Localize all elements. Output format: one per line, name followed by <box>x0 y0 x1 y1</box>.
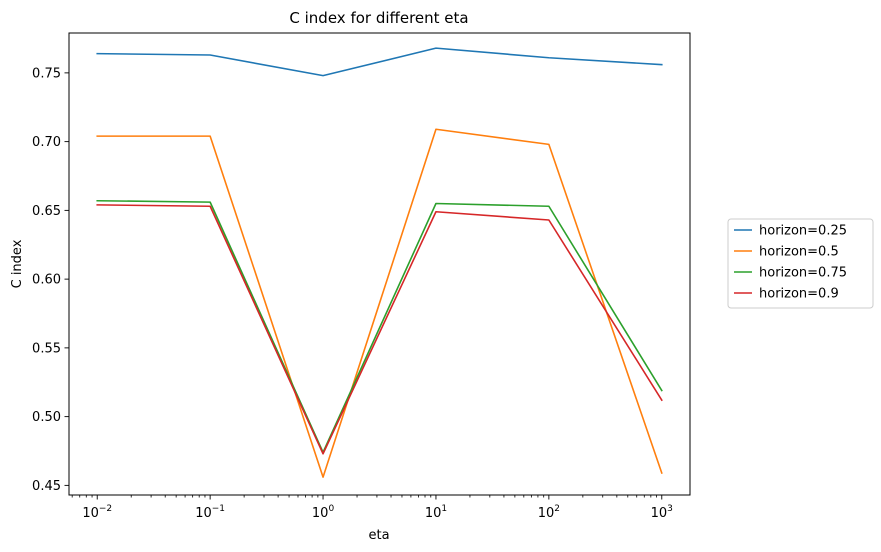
legend-items: horizon=0.25 horizon=0.5 horizon=0.75 horiz… <box>734 224 847 302</box>
series-lines <box>96 47 663 478</box>
series-line <box>96 128 663 478</box>
x-tick-label: 10−2 <box>82 504 112 521</box>
x-tick-label: 100 <box>312 504 335 521</box>
series-line <box>96 47 663 77</box>
legend-box <box>727 218 874 309</box>
plot-frame <box>68 32 691 496</box>
chart-title: C index for different eta <box>289 9 468 27</box>
y-axis: 0.45 0.50 0.55 0.60 0.65 0.70 0.75 <box>32 66 69 494</box>
x-tick-label: 103 <box>651 504 673 521</box>
y-tick-label: 0.60 <box>32 273 61 288</box>
legend-label: horizon=0.9 <box>759 287 839 302</box>
x-tick-label: 10−1 <box>195 504 225 521</box>
y-tick-label: 0.55 <box>32 341 61 356</box>
legend-label: horizon=0.25 <box>759 224 847 239</box>
y-tick-label: 0.70 <box>32 135 61 150</box>
legend-label: horizon=0.5 <box>759 245 839 260</box>
x-tick-label: 101 <box>425 504 447 521</box>
series-line <box>96 199 663 454</box>
y-tick-label: 0.50 <box>32 410 61 425</box>
y-axis-label: C index <box>10 239 25 288</box>
plot-area <box>68 32 691 496</box>
y-tick-label: 0.65 <box>32 204 61 219</box>
series-line <box>96 204 663 455</box>
legend-label: horizon=0.75 <box>759 266 847 281</box>
y-tick-label: 0.75 <box>32 66 61 81</box>
x-tick-label: 102 <box>538 504 560 521</box>
y-tick-label: 0.45 <box>32 479 61 494</box>
x-axis: 10−2 10−1 100 101 102 103 <box>71 495 673 521</box>
x-axis-label: eta <box>368 528 389 543</box>
legend: horizon=0.25 horizon=0.5 horizon=0.75 horiz… <box>727 218 874 309</box>
